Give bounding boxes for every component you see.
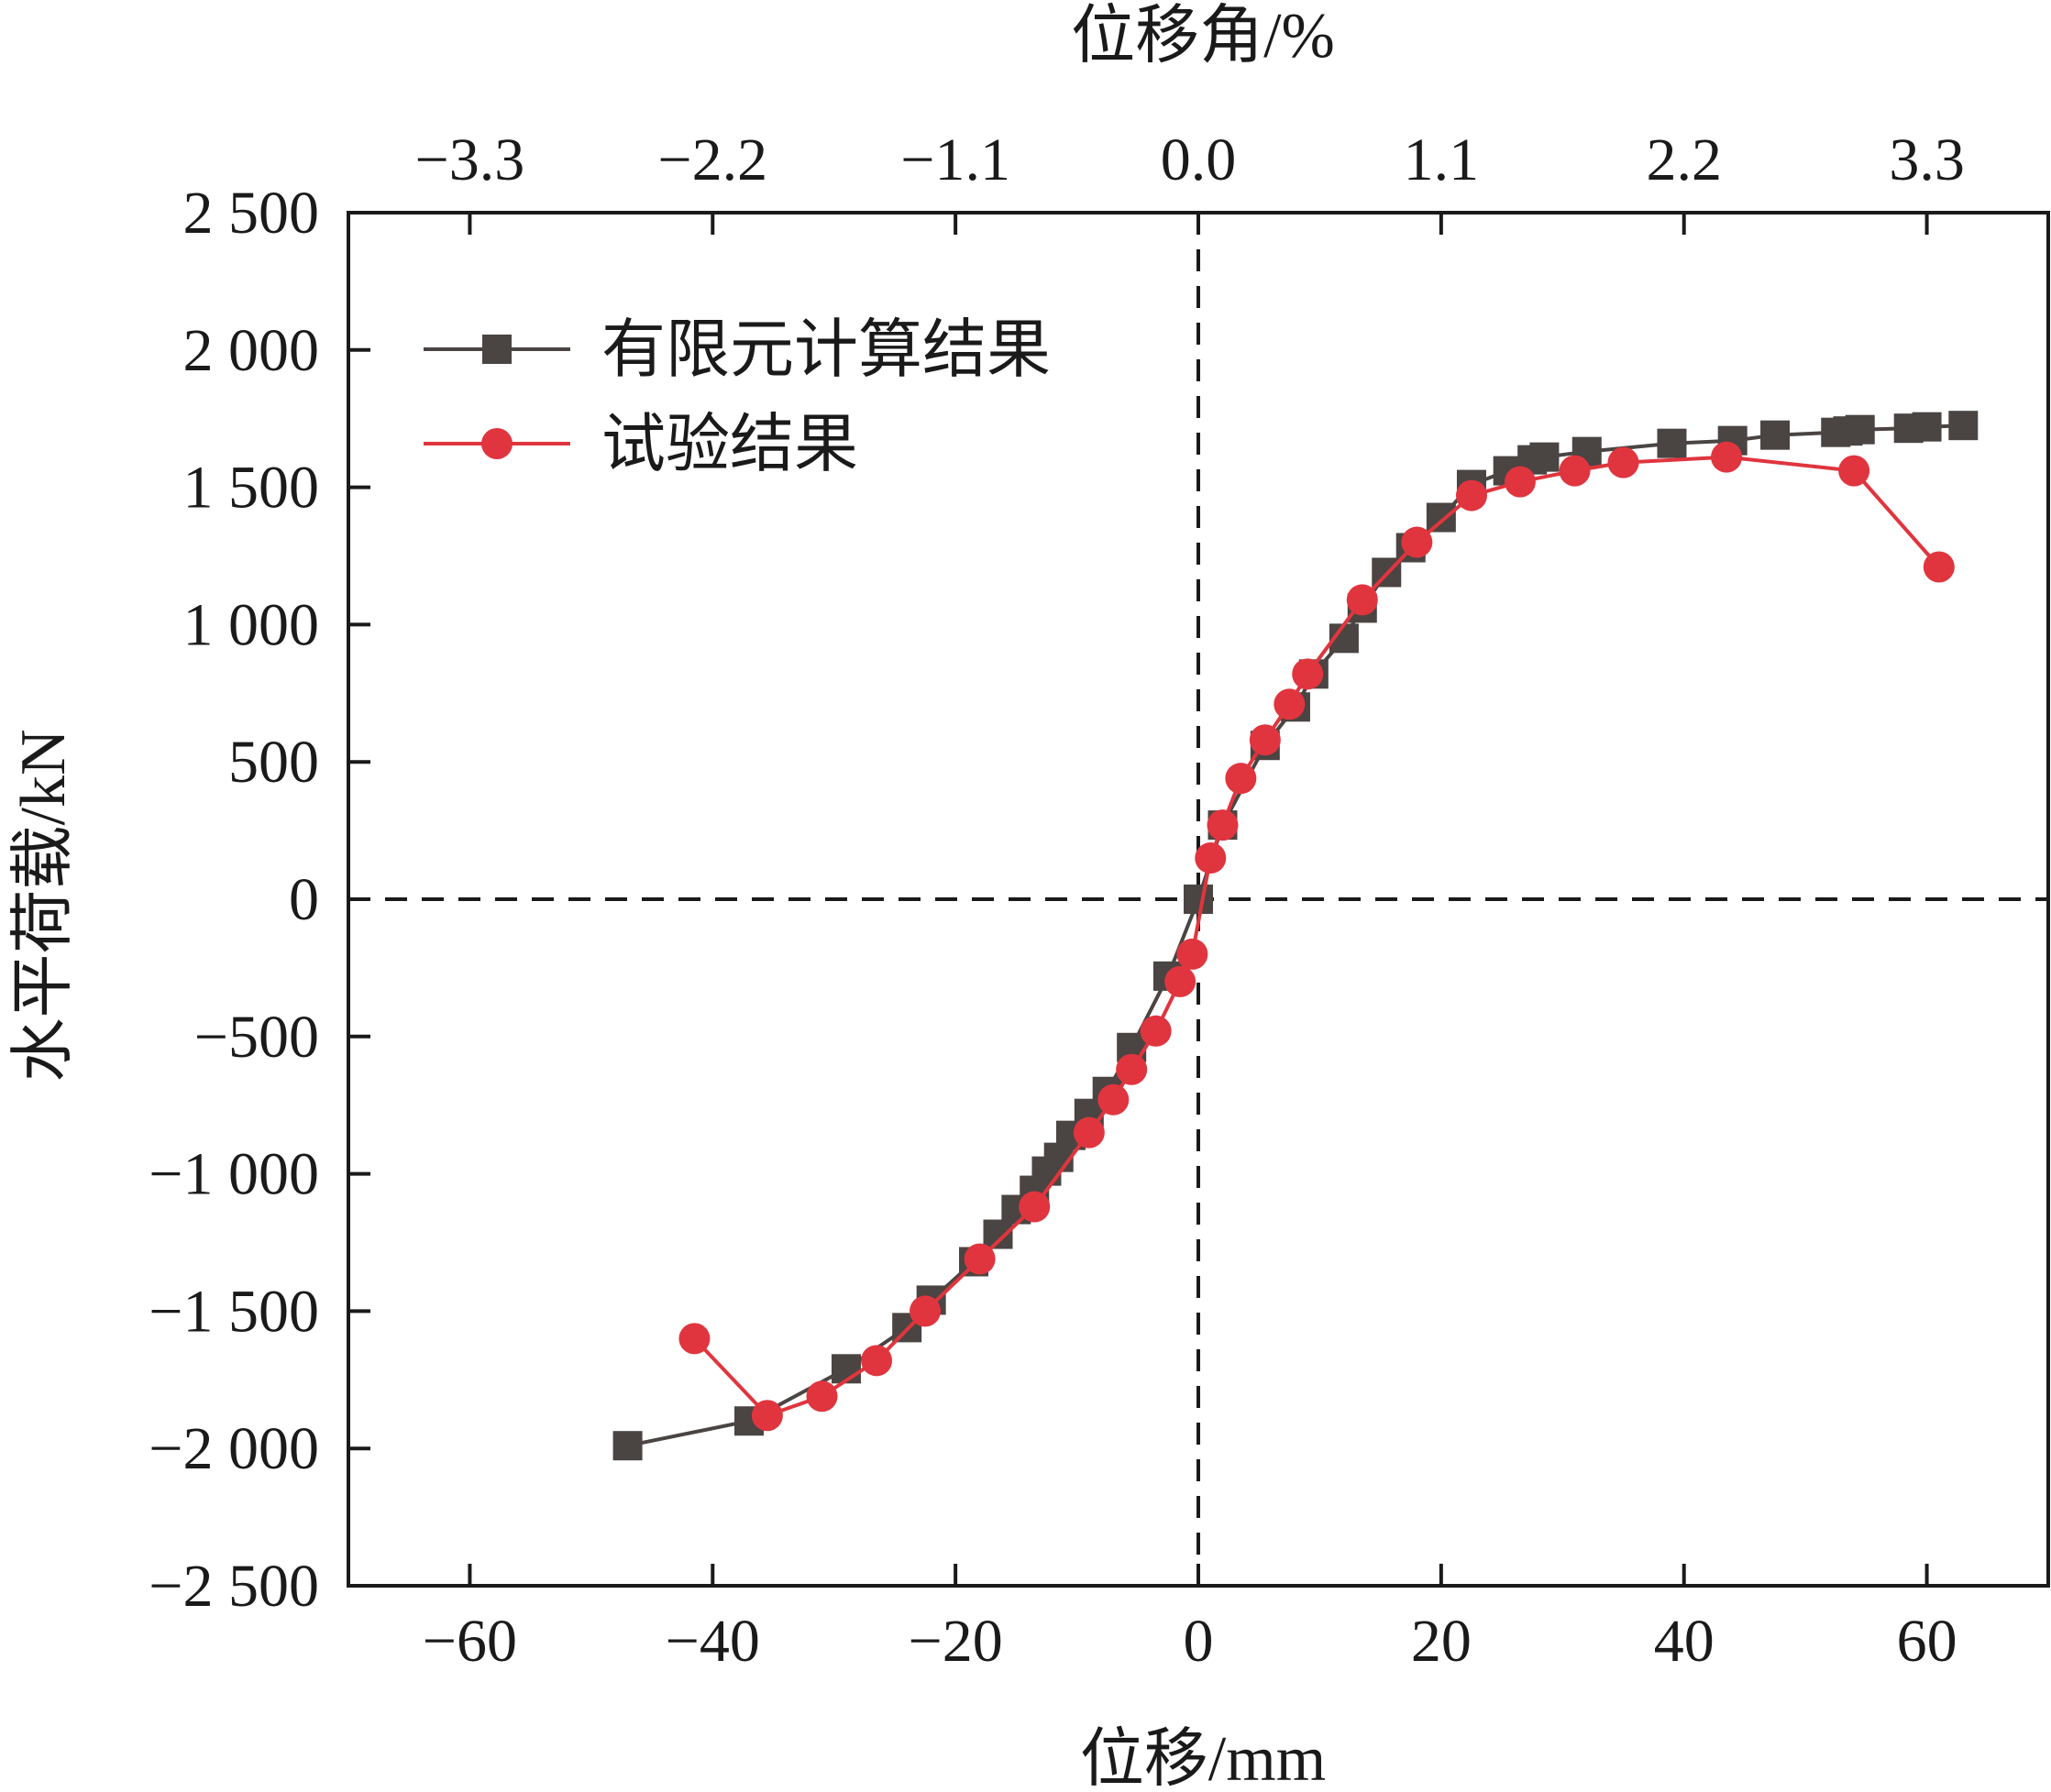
data-point-circle [1140, 1015, 1172, 1047]
y-tick-label: 0 [289, 866, 319, 933]
x-tick-label: 0 [1184, 1608, 1214, 1675]
top-tick-label: −2.2 [657, 126, 767, 193]
top-tick-label: 0.0 [1161, 126, 1237, 193]
top-tick-label: 3.3 [1889, 126, 1965, 193]
top-tick-label: 2.2 [1646, 126, 1722, 193]
data-point-circle [1164, 965, 1196, 997]
legend-label-fem: 有限元计算结果 [601, 315, 1051, 386]
x-tick-label: 20 [1411, 1608, 1472, 1675]
data-point-square [1912, 412, 1942, 442]
data-point-circle [1207, 809, 1239, 841]
y-tick-label: 1 000 [183, 591, 320, 658]
y-axis-ticks: 2 500 2 000 1 500 1 000 500 0 −500 −1 000 −1 500… [149, 180, 370, 1620]
y-tick-label: 2 000 [183, 317, 320, 384]
data-point-circle [861, 1345, 893, 1377]
top-tick-label: 1.1 [1404, 126, 1480, 193]
top-axis-ticks: −3.3 −2.2 −1.1 0.0 1.1 2.2 3.3 [415, 126, 1965, 235]
y-tick-label: −500 [194, 1004, 319, 1071]
data-point-circle [678, 1323, 711, 1355]
x-tick-label: 40 [1654, 1608, 1715, 1675]
data-point-square [1845, 414, 1875, 445]
data-point-circle [1249, 724, 1281, 756]
x-tick-label: −40 [666, 1608, 760, 1675]
data-point-circle [751, 1400, 783, 1432]
top-axis-title: 位移角/% [1071, 1, 1335, 71]
y-tick-label: −2 500 [149, 1553, 319, 1620]
data-point-square [1948, 411, 1979, 441]
x-tick-label: −60 [423, 1608, 517, 1675]
x-axis-ticks: −60 −40 −20 0 20 40 60 [423, 1564, 1957, 1675]
legend-label-test: 试验结果 [601, 410, 858, 480]
y-tick-label: 2 500 [183, 180, 320, 247]
data-point-circle [1711, 441, 1743, 473]
data-point-circle [1292, 658, 1324, 690]
data-point-circle [1195, 842, 1227, 874]
data-point-circle [1559, 455, 1591, 487]
legend-swatch-marker-fem [482, 335, 512, 364]
data-point-square [1760, 420, 1791, 450]
y-tick-label: −1 000 [149, 1141, 319, 1208]
data-point-circle [1346, 584, 1378, 616]
legend-swatch-marker-test [481, 428, 513, 459]
x-tick-label: 60 [1897, 1608, 1957, 1675]
top-tick-label: −3.3 [415, 126, 525, 193]
data-point-circle [806, 1380, 838, 1413]
data-point-circle [1274, 688, 1306, 720]
data-point-circle [1504, 466, 1536, 498]
x-axis-title: 位移/mm [1080, 1724, 1326, 1792]
series-line [692, 455, 1941, 1418]
top-tick-label: −1.1 [900, 126, 1010, 193]
data-point-circle [1225, 763, 1257, 795]
series-layer [612, 411, 1979, 1461]
data-point-circle [910, 1295, 942, 1327]
data-point-circle [1019, 1191, 1051, 1223]
data-point-circle [1176, 938, 1208, 970]
data-point-circle [1455, 479, 1487, 511]
data-point-square [1426, 502, 1456, 533]
data-point-circle [964, 1243, 996, 1275]
legend: 有限元计算结果 试验结果 [424, 315, 1051, 480]
data-point-circle [1838, 455, 1870, 487]
x-tick-label: −20 [909, 1608, 1003, 1675]
y-tick-label: 1 500 [183, 455, 320, 522]
data-point-square [1529, 442, 1560, 472]
data-point-square [1657, 428, 1687, 458]
data-point-circle [1073, 1116, 1105, 1149]
data-point-square [1184, 885, 1213, 914]
y-axis-title: 水平荷载/kN [8, 730, 79, 1083]
data-point-circle [1116, 1053, 1148, 1085]
y-tick-label: −1 500 [149, 1278, 319, 1345]
y-tick-label: 500 [228, 729, 319, 796]
data-point-square [612, 1431, 643, 1461]
series-test [678, 441, 1955, 1432]
data-point-circle [1097, 1083, 1130, 1116]
data-point-circle [1923, 551, 1955, 583]
data-point-circle [1607, 446, 1639, 478]
y-tick-label: −2 000 [149, 1415, 319, 1482]
data-point-circle [1401, 526, 1433, 558]
